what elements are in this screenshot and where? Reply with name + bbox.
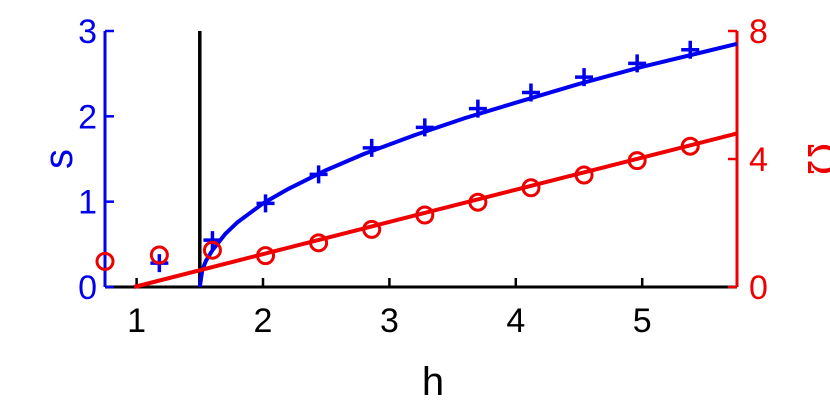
x-tick-label: 5 <box>633 302 652 340</box>
omega-circle-marker <box>95 251 115 271</box>
right-y-tick-label: 0 <box>749 269 768 307</box>
s-plus-marker <box>256 194 275 213</box>
omega-circle-marker <box>309 233 329 253</box>
omega-circle-marker <box>521 178 541 198</box>
s-plus-marker <box>203 231 222 250</box>
omega-circle-marker <box>362 219 382 239</box>
s-plus-marker <box>415 118 434 137</box>
s-plus-marker <box>681 40 700 59</box>
omega-circle-marker <box>627 151 647 171</box>
s-plus-marker <box>309 165 328 184</box>
omega-circle-marker <box>680 136 700 156</box>
x-tick-label: 1 <box>127 302 146 340</box>
omega-circle-marker <box>468 192 488 212</box>
omega-circle-marker <box>149 245 169 265</box>
left-y-axis-title: s <box>37 149 81 169</box>
s-plus-marker <box>628 54 647 73</box>
left-y-tick-label: 0 <box>78 269 97 307</box>
omega-fit-line <box>133 131 738 289</box>
x-axis-title: h <box>422 360 444 404</box>
s-plus-marker <box>468 99 487 118</box>
left-y-tick-label: 3 <box>78 13 97 51</box>
right-y-tick-label: 8 <box>749 13 768 51</box>
right-y-tick-label: 4 <box>749 141 768 179</box>
omega-circle-marker <box>574 165 594 185</box>
left-y-tick-label: 2 <box>78 98 97 136</box>
s-plus-marker <box>362 138 381 157</box>
omega-circle-marker <box>202 240 222 260</box>
right-y-axis-title: Ω <box>798 142 830 175</box>
s-plus-marker <box>521 83 540 102</box>
omega-circle-marker <box>256 246 276 266</box>
data-layer <box>95 31 738 289</box>
x-tick-label: 3 <box>380 302 399 340</box>
s-plus-marker <box>575 68 594 87</box>
x-tick-label: 2 <box>254 302 273 340</box>
s-curve-line <box>197 41 738 288</box>
omega-circle-marker <box>415 205 435 225</box>
label-layer: h s Ω <box>37 142 830 404</box>
x-tick-label: 4 <box>506 302 525 340</box>
left-y-tick-label: 1 <box>78 184 97 222</box>
